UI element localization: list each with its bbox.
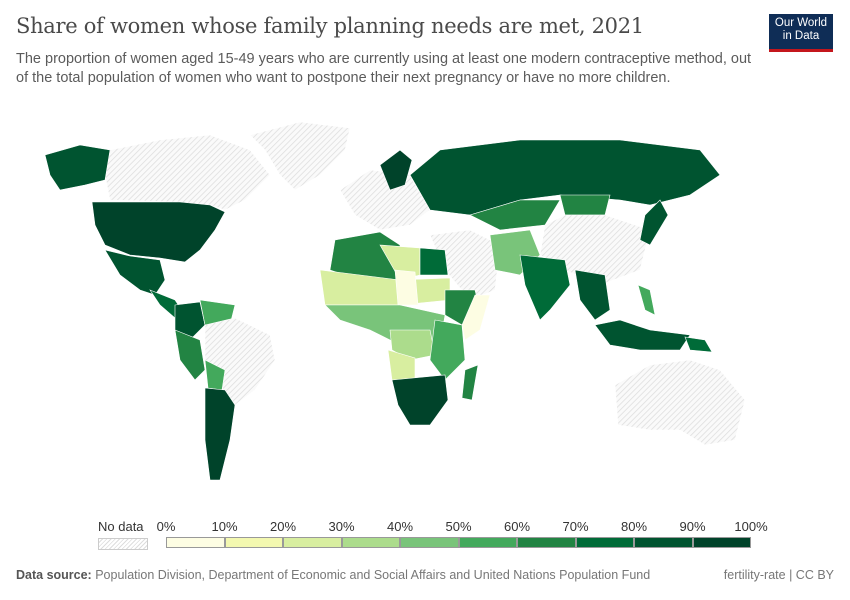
legend-tick: 50% — [445, 519, 472, 534]
source-text: Population Division, Department of Econo… — [95, 568, 651, 582]
legend-bin[interactable] — [692, 537, 751, 548]
legend-tick: 70% — [562, 519, 589, 534]
world-map — [44, 121, 746, 481]
region-mexico[interactable] — [104, 249, 166, 296]
legend-bin[interactable] — [341, 537, 400, 548]
region-drc[interactable] — [389, 329, 436, 361]
region-japan[interactable] — [639, 199, 669, 246]
legend-bin[interactable] — [634, 537, 693, 548]
legend-bin[interactable] — [400, 537, 459, 548]
legend-tick: 0% — [156, 519, 176, 534]
region-australia[interactable] — [614, 359, 746, 446]
region-indonesia[interactable] — [594, 319, 691, 351]
legend-bin[interactable] — [224, 537, 283, 548]
legend: No data 0% 10% 20% 30% 40% 50% 60% 70% 80% 90% 100… — [0, 515, 850, 555]
legend-tick: 60% — [503, 519, 531, 534]
legend-bin[interactable] — [283, 537, 342, 548]
source-label: Data source: — [16, 568, 92, 582]
legend-tick: 80% — [620, 519, 648, 534]
legend-tick: 100% — [734, 519, 768, 534]
region-scandinavia[interactable] — [379, 149, 413, 191]
legend-bin[interactable] — [458, 537, 517, 548]
region-greenland[interactable] — [249, 121, 351, 191]
region-canada[interactable] — [104, 134, 271, 211]
legend-tick: 30% — [328, 519, 355, 534]
region-mongolia[interactable] — [559, 194, 611, 216]
region-argentina-chile[interactable] — [204, 387, 236, 481]
legend-no-data-label: No data — [98, 519, 144, 534]
footer-source: Data source: Population Division, Depart… — [16, 568, 650, 582]
region-kazakhstan[interactable] — [469, 199, 561, 231]
region-east-africa[interactable] — [429, 319, 466, 381]
legend-no-data-swatch — [98, 538, 148, 550]
chart-subtitle: The proportion of women aged 15-49 years… — [16, 51, 752, 86]
footer-license[interactable]: fertility-rate | CC BY — [723, 568, 834, 582]
legend-tick: 20% — [269, 519, 297, 534]
region-peru[interactable] — [174, 329, 206, 381]
legend-tick: 10% — [211, 519, 238, 534]
legend-tick: 90% — [679, 519, 706, 534]
region-somalia[interactable] — [461, 294, 491, 341]
region-madagascar[interactable] — [461, 364, 479, 401]
region-se-asia[interactable] — [574, 269, 611, 321]
region-chad[interactable] — [394, 269, 419, 306]
region-egypt[interactable] — [419, 247, 449, 276]
region-southern-africa[interactable] — [391, 374, 449, 426]
owid-logo[interactable]: Our World in Data — [769, 14, 833, 52]
legend-bin[interactable] — [517, 537, 576, 548]
region-philippines[interactable] — [637, 284, 656, 316]
legend-tick: 40% — [386, 519, 414, 534]
region-colombia[interactable] — [174, 301, 206, 341]
region-alaska[interactable] — [44, 144, 111, 191]
region-png[interactable] — [684, 336, 713, 353]
legend-bin[interactable] — [575, 537, 634, 548]
region-usa[interactable] — [91, 201, 226, 263]
region-europe[interactable] — [339, 169, 431, 231]
legend-bin[interactable] — [166, 537, 225, 548]
chart-title: Share of women whose family planning nee… — [16, 14, 644, 38]
region-india[interactable] — [519, 254, 571, 321]
